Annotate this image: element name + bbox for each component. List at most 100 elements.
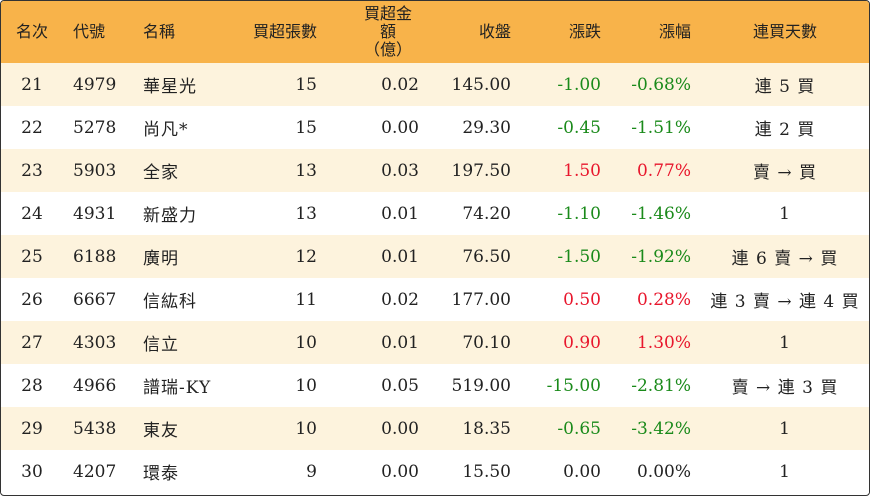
name-cell: 環泰	[143, 464, 179, 484]
rank-cell: 23	[21, 160, 43, 181]
close-cell: 519.00	[451, 375, 511, 396]
close-cell: 74.20	[462, 203, 511, 224]
table-row: 25 6188 廣明 12 0.01 76.50 -1.50 -1.92% 連 6 賣 → 買	[1, 235, 869, 278]
change-cell: -1.00	[557, 74, 601, 95]
change-pct-cell: -3.42%	[631, 418, 691, 439]
net-buy-lots-cell: 10	[295, 332, 317, 353]
rank-cell: 26	[21, 289, 43, 310]
table-body: 21 4979 華星光 15 0.02 145.00 -1.00 -0.68% 連 5 買 22 5…	[1, 63, 869, 493]
header-net-buy-lots: 買超張數	[252, 22, 317, 41]
rank-cell: 24	[21, 203, 43, 224]
change-pct-cell: -1.92%	[631, 246, 691, 267]
table-row: 30 4207 環泰 9 0.00 15.50 0.00 0.00% 1	[1, 450, 869, 493]
change-pct-cell: 0.28%	[636, 289, 691, 310]
header-change-pct: 漲幅	[658, 22, 691, 41]
table-row: 29 5438 東友 10 0.00 18.35 -0.65 -3.42% 1	[1, 407, 869, 450]
net-buy-amount-cell: 0.01	[381, 203, 419, 224]
code-cell: 6188	[73, 246, 117, 267]
header-name: 名稱	[143, 22, 176, 41]
consecutive-days-cell: 賣 → 買	[752, 163, 818, 183]
change-cell: 0.90	[563, 332, 601, 353]
net-buy-lots-cell: 13	[295, 203, 317, 224]
close-cell: 29.30	[462, 117, 511, 138]
consecutive-days-cell: 連 3 賣 → 連 4 買	[710, 292, 860, 312]
net-buy-lots-cell: 10	[295, 418, 317, 439]
change-pct-cell: -1.51%	[631, 117, 691, 138]
net-buy-amount-cell: 0.01	[381, 246, 419, 267]
net-buy-amount-cell: 0.05	[381, 375, 419, 396]
change-cell: 0.50	[563, 289, 601, 310]
net-buy-amount-cell: 0.03	[381, 160, 419, 181]
header-close: 收盤	[478, 22, 511, 41]
name-cell: 新盛力	[143, 206, 197, 226]
code-cell: 4966	[73, 375, 117, 396]
header-change: 漲跌	[568, 22, 601, 41]
net-buy-lots-cell: 11	[295, 289, 317, 310]
change-cell: -1.10	[557, 203, 601, 224]
change-cell: -0.45	[557, 117, 601, 138]
table-row: 23 5903 全家 13 0.03 197.50 1.50 0.77% 賣 → 買	[1, 149, 869, 192]
header-code: 代號	[73, 22, 106, 41]
net-buy-lots-cell: 9	[306, 461, 317, 482]
rank-cell: 30	[21, 461, 43, 482]
close-cell: 15.50	[462, 461, 511, 482]
header-net-buy-amount-line1: 買超金額	[363, 4, 412, 41]
name-cell: 廣明	[143, 249, 179, 269]
consecutive-days-cell: 連 5 買	[754, 77, 816, 97]
header-consecutive-days: 連買天數	[752, 22, 817, 41]
consecutive-days-cell: 1	[779, 332, 791, 353]
code-cell: 5438	[73, 418, 117, 439]
net-buy-lots-cell: 10	[295, 375, 317, 396]
net-buy-lots-cell: 12	[295, 246, 317, 267]
table-row: 22 5278 尚凡* 15 0.00 29.30 -0.45 -1.51% 連 2 買	[1, 106, 869, 149]
name-cell: 信立	[143, 335, 179, 355]
header-net-buy-amount-line2: （億）	[363, 40, 412, 59]
change-pct-cell: -0.68%	[631, 74, 691, 95]
net-buy-amount-cell: 0.00	[381, 418, 419, 439]
name-cell: 華星光	[143, 77, 197, 97]
table-row: 26 6667 信紘科 11 0.02 177.00 0.50 0.28% 連 3 賣 → 連 …	[1, 278, 869, 321]
header-net-buy-amount: 買超金額 （億）	[327, 1, 429, 63]
code-cell: 6667	[73, 289, 117, 310]
close-cell: 70.10	[462, 332, 511, 353]
rank-cell: 28	[21, 375, 43, 396]
close-cell: 145.00	[451, 74, 511, 95]
name-cell: 全家	[143, 163, 179, 183]
table-row: 21 4979 華星光 15 0.02 145.00 -1.00 -0.68% 連 5 買	[1, 63, 869, 106]
net-buy-lots-cell: 13	[295, 160, 317, 181]
consecutive-days-cell: 1	[779, 203, 791, 224]
net-buy-lots-cell: 15	[295, 74, 317, 95]
table-row: 27 4303 信立 10 0.01 70.10 0.90 1.30% 1	[1, 321, 869, 364]
change-pct-cell: 0.77%	[636, 160, 691, 181]
close-cell: 177.00	[451, 289, 511, 310]
code-cell: 4979	[73, 74, 117, 95]
close-cell: 197.50	[451, 160, 511, 181]
change-pct-cell: 0.00%	[636, 461, 691, 482]
change-pct-cell: 1.30%	[636, 332, 691, 353]
consecutive-days-cell: 賣 → 連 3 買	[731, 378, 839, 398]
change-cell: -0.65	[557, 418, 601, 439]
name-cell: 信紘科	[143, 292, 197, 312]
net-buy-amount-cell: 0.00	[381, 117, 419, 138]
name-cell: 尚凡*	[143, 120, 189, 140]
table-row: 24 4931 新盛力 13 0.01 74.20 -1.10 -1.46% 1	[1, 192, 869, 235]
rank-cell: 22	[21, 117, 43, 138]
code-cell: 5278	[73, 117, 117, 138]
table-header-row: 名次 代號 名稱 買超張數 買超金額 （億） 收盤 漲跌 漲幅 連買天數	[1, 1, 869, 63]
net-buy-amount-cell: 0.00	[381, 461, 419, 482]
code-cell: 4931	[73, 203, 117, 224]
rank-cell: 21	[21, 74, 43, 95]
consecutive-days-cell: 1	[779, 418, 791, 439]
net-buy-lots-cell: 15	[295, 117, 317, 138]
change-cell: 0.00	[563, 461, 601, 482]
consecutive-days-cell: 連 6 賣 → 買	[731, 249, 839, 269]
table-row: 28 4966 譜瑞-KY 10 0.05 519.00 -15.00 -2.81% 賣 → 連…	[1, 364, 869, 407]
net-buy-amount-cell: 0.01	[381, 332, 419, 353]
rank-cell: 25	[21, 246, 43, 267]
change-cell: 1.50	[563, 160, 601, 181]
change-cell: -15.00	[546, 375, 601, 396]
name-cell: 譜瑞-KY	[143, 378, 212, 398]
code-cell: 4303	[73, 332, 117, 353]
rank-cell: 27	[21, 332, 43, 353]
